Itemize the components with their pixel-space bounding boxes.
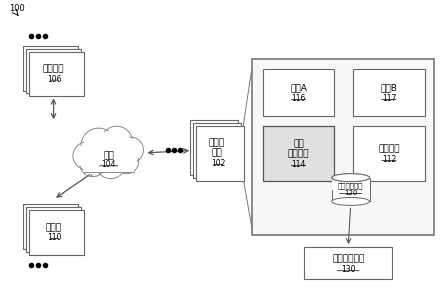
Circle shape [84, 131, 114, 161]
Circle shape [101, 126, 132, 158]
Text: 设备存储装置: 设备存储装置 [338, 182, 363, 189]
Bar [26, 208, 81, 252]
Text: 114: 114 [291, 160, 306, 169]
Bar [23, 204, 78, 249]
Text: 102: 102 [211, 159, 225, 168]
Bar [193, 123, 241, 178]
Circle shape [118, 137, 144, 163]
Circle shape [80, 151, 106, 177]
Bar [29, 52, 84, 96]
Text: 120: 120 [344, 189, 358, 195]
Text: 内容源: 内容源 [46, 223, 62, 232]
Text: 106: 106 [47, 75, 62, 84]
Text: 100: 100 [9, 4, 25, 13]
Text: 应用B: 应用B [381, 83, 397, 92]
Circle shape [120, 139, 142, 161]
Circle shape [75, 144, 99, 168]
Bar [26, 49, 81, 94]
Text: 112: 112 [382, 155, 396, 164]
Text: 客户端: 客户端 [209, 138, 225, 147]
Text: 内容平台: 内容平台 [43, 65, 64, 74]
Text: 内容: 内容 [293, 139, 304, 148]
Text: 操作系统: 操作系统 [378, 144, 400, 153]
Bar [353, 69, 425, 116]
Circle shape [81, 128, 117, 164]
Text: 评估装置: 评估装置 [288, 149, 309, 158]
Bar [263, 69, 334, 116]
Bar [353, 126, 425, 181]
Circle shape [103, 129, 130, 156]
Bar [332, 178, 369, 201]
Text: 网络: 网络 [103, 151, 114, 160]
Text: 116: 116 [291, 94, 306, 103]
Bar [29, 210, 84, 255]
Text: 应用A: 应用A [290, 83, 307, 92]
Text: 104: 104 [101, 160, 116, 169]
Circle shape [96, 149, 126, 179]
Ellipse shape [332, 174, 369, 182]
Text: 130: 130 [341, 265, 355, 274]
Ellipse shape [332, 174, 369, 182]
Bar [23, 46, 78, 90]
Bar [190, 120, 238, 175]
Circle shape [82, 153, 104, 175]
Text: 110: 110 [47, 233, 62, 242]
Circle shape [117, 152, 137, 172]
Bar [196, 126, 244, 181]
Circle shape [98, 151, 123, 177]
Bar [332, 178, 369, 189]
Bar [304, 247, 392, 279]
Bar [252, 59, 434, 235]
Text: 117: 117 [382, 94, 396, 103]
Circle shape [73, 142, 101, 170]
Bar [84, 158, 133, 172]
Bar [263, 126, 334, 181]
Text: 设备: 设备 [212, 148, 222, 157]
Text: 数字组件列表: 数字组件列表 [332, 254, 364, 263]
Circle shape [115, 150, 139, 174]
Ellipse shape [332, 197, 369, 205]
